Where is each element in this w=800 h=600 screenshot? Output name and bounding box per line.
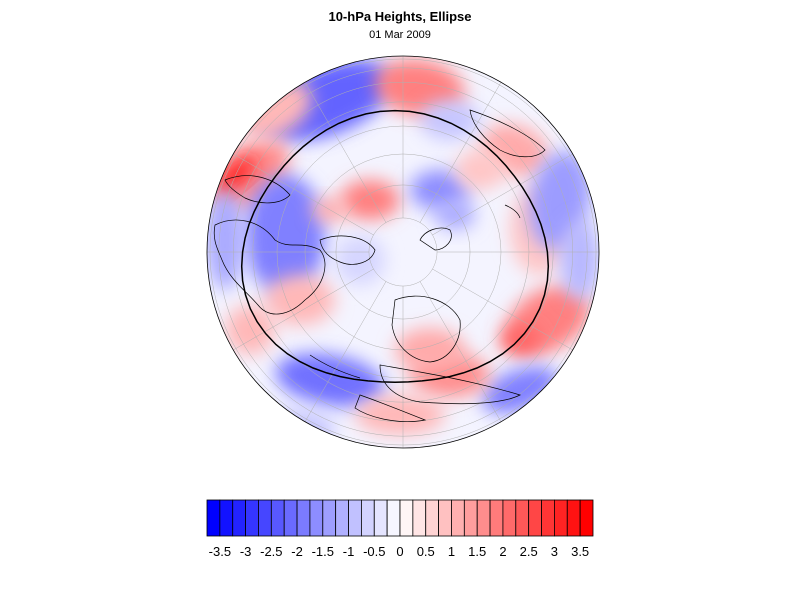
- colorbar-tick-label: 2: [499, 544, 506, 559]
- anomaly-blob: [207, 190, 245, 290]
- coastline: [309, 354, 361, 379]
- colorbar-box: [476, 499, 491, 537]
- colorbar-box: [322, 499, 337, 537]
- colorbar-tick-label: -0.5: [363, 544, 385, 559]
- colorbar-box: [219, 499, 234, 537]
- colorbar-box: [399, 499, 414, 537]
- meridian-line: [432, 153, 573, 236]
- colorbar-box: [541, 499, 555, 537]
- colorbar-box: [360, 499, 375, 537]
- meridian-line: [304, 82, 387, 223]
- map-date: 01 Mar 2009: [369, 29, 431, 41]
- anomaly-blob: [275, 353, 385, 407]
- colorbar-tick-label: -1: [343, 544, 355, 559]
- colorbar-box: [502, 499, 517, 537]
- coastline: [213, 219, 326, 315]
- vortex-ellipse: [240, 109, 550, 383]
- colorbar-tick-label: 3.5: [571, 544, 589, 559]
- colorbar-box: [258, 499, 272, 537]
- colorbar-box: [373, 499, 388, 537]
- colorbar-box: [489, 499, 504, 537]
- meridian-line: [233, 268, 374, 351]
- colorbar-box: [335, 499, 349, 537]
- colorbar-box: [348, 499, 362, 537]
- coastline: [224, 175, 291, 204]
- meridian-line: [419, 82, 502, 223]
- coastline: [379, 364, 521, 405]
- colorbar-box: [412, 499, 427, 537]
- polar-map: [206, 55, 600, 449]
- coastline: [469, 109, 546, 158]
- colorbar-box: [270, 499, 285, 537]
- anomaly-blob: [455, 150, 505, 190]
- anomaly-blob: [225, 305, 275, 355]
- coastline: [319, 235, 376, 265]
- colorbar-tick-label: 2.5: [520, 544, 538, 559]
- coastlines: [213, 109, 546, 423]
- colorbar-tick-label: 3: [551, 544, 558, 559]
- colorbar-box: [438, 499, 452, 537]
- anomaly-blob: [355, 395, 445, 435]
- meridian-line: [233, 153, 374, 236]
- anomaly-blob: [214, 156, 256, 194]
- anomaly-blob: [560, 220, 599, 300]
- colorbar-box: [296, 499, 311, 537]
- anomaly-blob: [335, 235, 385, 285]
- anomaly-blob: [340, 180, 400, 220]
- colorbar-tick-label: -3.5: [209, 544, 231, 559]
- meridian-line: [304, 281, 387, 422]
- meridian-line: [419, 281, 502, 422]
- anomaly-blob: [245, 175, 325, 295]
- coastline: [504, 204, 521, 219]
- colorbar-tick-label: 0: [396, 544, 403, 559]
- globe-outline: [206, 55, 600, 449]
- colorbar-box: [515, 499, 530, 537]
- anomaly-field: [207, 59, 599, 448]
- colorbar-box: [206, 499, 221, 537]
- colorbar-box: [554, 499, 568, 537]
- colorbar-box: [463, 499, 478, 537]
- colorbar-tick-label: 0.5: [417, 544, 435, 559]
- colorbar-tick-label: -1.5: [312, 544, 334, 559]
- coastline: [419, 227, 452, 251]
- colorbar-box: [386, 499, 401, 537]
- colorbar-tick-label: -2.5: [260, 544, 282, 559]
- colorbar-box: [566, 499, 581, 537]
- anomaly-blob: [435, 200, 475, 230]
- anomaly-blob: [395, 328, 465, 372]
- colorbar-box: [579, 499, 594, 537]
- coastline: [391, 295, 461, 363]
- coastline: [354, 394, 427, 423]
- colorbar-boxes: [206, 499, 594, 537]
- map-title: 10-hPa Heights, Ellipse: [328, 9, 472, 24]
- colorbar-box: [232, 499, 247, 537]
- colorbar-tick-label: 1: [448, 544, 455, 559]
- colorbar-tick-label: -2: [291, 544, 303, 559]
- colorbar-box: [245, 499, 259, 537]
- colorbar-box: [528, 499, 542, 537]
- colorbar-box: [283, 499, 298, 537]
- graticule: [207, 56, 599, 448]
- colorbar-tick-label: -3: [240, 544, 252, 559]
- colorbar-tick-labels: -3.5 -3 -2.5 -2 -1.5 -1 -0.5 0 0.5 1 1.5 2 2.5 3 3.5: [209, 544, 590, 559]
- colorbar-box: [309, 499, 324, 537]
- meridian-line: [432, 268, 573, 351]
- colorbar-box: [425, 499, 440, 537]
- colorbar-box: [451, 499, 465, 537]
- colorbar-tick-label: 1.5: [468, 544, 486, 559]
